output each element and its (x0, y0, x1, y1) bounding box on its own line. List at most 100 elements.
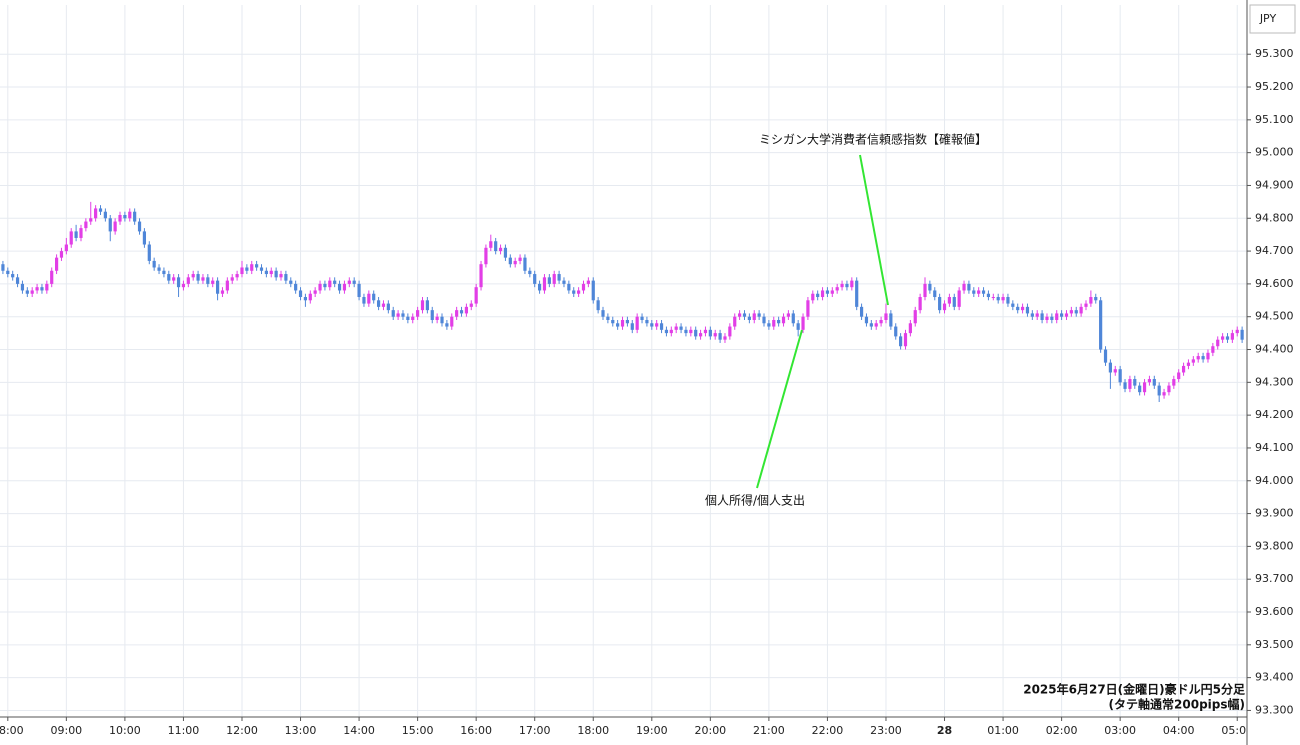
candle-body (713, 333, 717, 337)
candle-body (635, 316, 639, 330)
candle-body (74, 231, 78, 238)
candle-body (1108, 362, 1112, 373)
candle-body (708, 329, 712, 337)
candle-body (289, 280, 293, 284)
candle-body (918, 297, 922, 311)
candle-body (557, 274, 561, 281)
candle-body (1079, 306, 1083, 314)
candle-body (762, 316, 766, 324)
candle-body (503, 247, 508, 258)
candle-body (825, 290, 830, 294)
annotation-text: ミシガン大学消費者信頼感指数【確報値】 (759, 132, 987, 147)
x-tick-label: 23:00 (870, 724, 902, 737)
candle-body (318, 283, 322, 291)
candle-body (54, 257, 59, 271)
candle-body (698, 333, 703, 337)
candle-body (1191, 359, 1195, 363)
candle-body (850, 280, 854, 288)
candle-body (1035, 313, 1039, 317)
x-tick-label: 04:00 (1163, 724, 1195, 737)
candle-body (391, 310, 395, 317)
candle-body (357, 283, 361, 298)
candle-body (69, 231, 73, 245)
candle-body (337, 283, 342, 291)
candle-body (459, 310, 464, 314)
y-tick-label: 94.900 (1255, 178, 1294, 191)
candle-body (913, 310, 917, 324)
candle-body (518, 257, 522, 261)
candle-body (411, 316, 415, 320)
candle-body (191, 274, 195, 278)
candle-body (703, 329, 708, 334)
candle-body (1050, 316, 1054, 320)
candle-body (94, 208, 98, 219)
candle-body (1, 264, 5, 271)
candle-body (445, 323, 449, 327)
candle-body (752, 313, 756, 320)
x-axis: 08:00 09:00 10:00 11:00 12:00 13:00 14:00 15:00… (0, 717, 1247, 737)
y-tick-label: 94.800 (1255, 211, 1294, 224)
candle-body (1040, 313, 1044, 320)
candle-body (186, 277, 190, 284)
candle-body (1123, 382, 1127, 389)
candle-body (376, 300, 381, 307)
candle-body (1103, 349, 1108, 363)
x-tick-label: 17:00 (519, 724, 551, 737)
candle-body (1162, 392, 1166, 396)
candle-body (474, 287, 478, 304)
candle-body (181, 283, 186, 288)
candle-body (59, 251, 64, 258)
candle-body (308, 293, 312, 301)
candle-body (830, 290, 834, 294)
candle-body (469, 303, 473, 307)
candle-body (425, 300, 429, 311)
candle-body (845, 283, 849, 288)
candle-body (1016, 306, 1020, 311)
candle-body (328, 280, 332, 288)
candle-body (269, 270, 273, 275)
candle-body (25, 290, 29, 294)
candle-body (591, 280, 595, 301)
candle-body (694, 329, 698, 337)
candle-body (942, 303, 947, 311)
candle-body (313, 290, 317, 294)
candle-body (640, 316, 644, 320)
x-tick-label: 13:00 (285, 724, 317, 737)
candle-body (689, 329, 693, 334)
candle-body (323, 283, 327, 288)
candle-body (811, 293, 815, 301)
y-axis: 93.300 93.400 93.500 93.600 93.700 93.800 93.9… (1247, 47, 1294, 716)
y-tick-label: 95.000 (1255, 146, 1294, 159)
candle-body (20, 283, 25, 291)
candle-body (816, 293, 820, 298)
candle-body (1181, 365, 1186, 373)
x-tick-label: 19:00 (636, 724, 668, 737)
candle-body (630, 323, 634, 330)
x-tick-label: 01:00 (987, 724, 1019, 737)
x-tick-label: 16:00 (460, 724, 492, 737)
candle-body (381, 303, 386, 307)
candle-body (494, 241, 498, 252)
candle-body (98, 208, 103, 212)
candle-body (118, 214, 122, 222)
candle-body (11, 274, 15, 278)
candle-body (874, 323, 878, 327)
candle-body (1177, 372, 1181, 380)
candle-body (89, 218, 93, 222)
candle-body (274, 270, 278, 278)
x-tick-label: 10:00 (109, 724, 141, 737)
y-tick-label: 94.400 (1255, 343, 1294, 356)
candle-body (947, 297, 951, 304)
candle-body (938, 297, 942, 311)
candle-body (230, 277, 234, 281)
grid (0, 5, 1247, 717)
candle-body (977, 290, 981, 294)
candle-body (767, 323, 771, 327)
candle-body (552, 274, 556, 284)
candle-body (796, 323, 800, 330)
candle-body (40, 287, 44, 291)
candle-body (176, 277, 181, 288)
candle-body (537, 283, 542, 291)
candle-body (577, 290, 581, 294)
y-tick-label: 93.900 (1255, 507, 1294, 520)
